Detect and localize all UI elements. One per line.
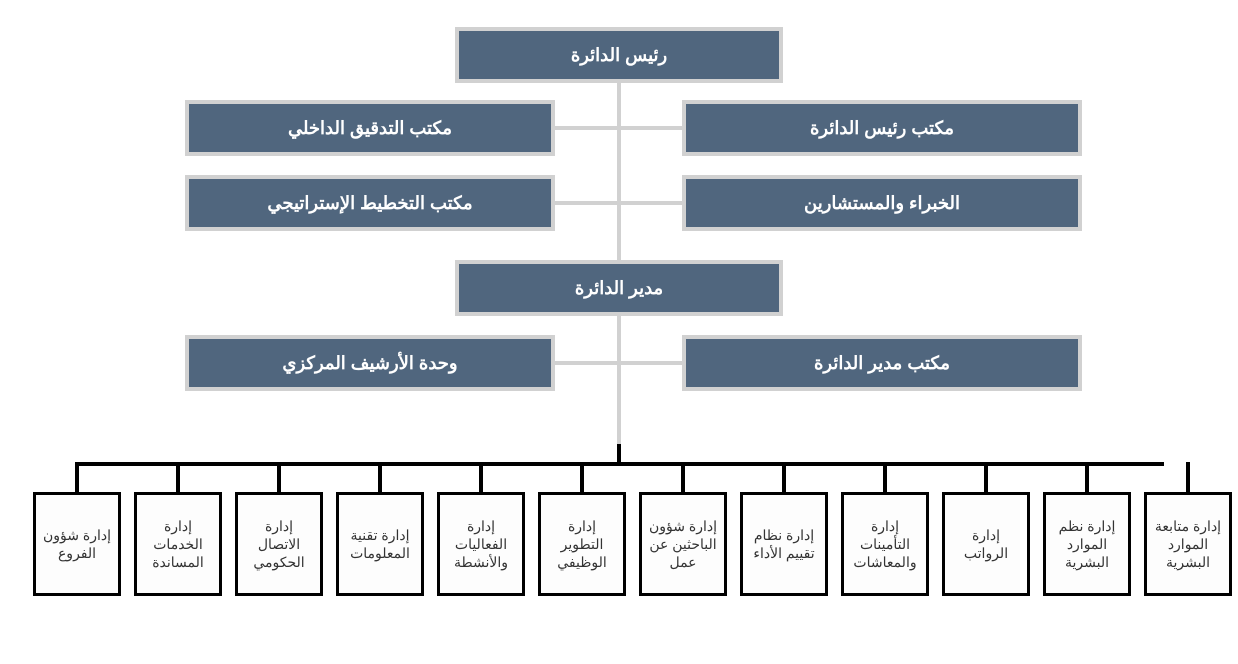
node-mid-label: مدير الدائرة (575, 278, 663, 299)
leaf-node: إدارة الخدمات المساندة (134, 492, 222, 596)
leaf-node: إدارة الفعاليات والأنشطة (437, 492, 525, 596)
leaf-label: إدارة تقنية المعلومات (345, 526, 415, 562)
conn-leaf-drop (883, 462, 887, 492)
leaf-node: إدارة نظام تقييم الأداء (740, 492, 828, 596)
conn-leaf-drop (580, 462, 584, 492)
node-l1-left-label: مكتب التدقيق الداخلي (288, 118, 452, 139)
leaf-node: إدارة شؤون الفروع (33, 492, 121, 596)
leaf-node: إدارة شؤون الباحثين عن عمل (639, 492, 727, 596)
leaf-label: إدارة الاتصال الحكومي (244, 517, 314, 572)
node-l3-right-label: مكتب مدير الدائرة (814, 353, 950, 374)
leaf-label: إدارة متابعة الموارد البشرية (1153, 517, 1223, 572)
conn-leaf-drop (782, 462, 786, 492)
node-l1-right-label: مكتب رئيس الدائرة (810, 118, 954, 139)
leaf-label: إدارة شؤون الباحثين عن عمل (648, 517, 718, 572)
conn-leaf-drop (75, 462, 79, 492)
leaf-label: إدارة نظم الموارد البشرية (1052, 517, 1122, 572)
conn-rail (75, 462, 1164, 466)
conn-leaf-drop (1186, 462, 1190, 492)
conn-l1-left (551, 126, 619, 130)
conn-leaf-drop (378, 462, 382, 492)
conn-leaf-drop (479, 462, 483, 492)
leaf-node: إدارة الرواتب (942, 492, 1030, 596)
conn-leaf-drop (277, 462, 281, 492)
node-l1-left: مكتب التدقيق الداخلي (185, 100, 555, 156)
conn-l3-left (551, 361, 619, 365)
node-l2-right: الخبراء والمستشارين (682, 175, 1082, 231)
conn-l1-right (619, 126, 686, 130)
node-root: رئيس الدائرة (455, 27, 783, 83)
conn-l3-right (619, 361, 686, 365)
conn-l2-right (619, 201, 686, 205)
node-root-label: رئيس الدائرة (571, 45, 667, 66)
node-l2-right-label: الخبراء والمستشارين (804, 193, 960, 214)
leaf-label: إدارة الفعاليات والأنشطة (446, 517, 516, 572)
conn-mid-down (617, 312, 621, 448)
conn-leaf-drop (1085, 462, 1089, 492)
leaf-label: إدارة التطوير الوظيفي (547, 517, 617, 572)
leaf-label: إدارة شؤون الفروع (42, 526, 112, 562)
leaf-label: إدارة الرواتب (951, 526, 1021, 562)
leaf-node: إدارة الاتصال الحكومي (235, 492, 323, 596)
leaf-label: إدارة التأمينات والمعاشات (850, 517, 920, 572)
conn-l2-left (551, 201, 619, 205)
conn-leaf-drop (681, 462, 685, 492)
node-mid: مدير الدائرة (455, 260, 783, 316)
conn-leaf-drop (984, 462, 988, 492)
leaf-node: إدارة نظم الموارد البشرية (1043, 492, 1131, 596)
conn-leaf-drop (176, 462, 180, 492)
node-l2-left-label: مكتب التخطيط الإستراتيجي (267, 193, 472, 214)
leaf-node: إدارة التأمينات والمعاشات (841, 492, 929, 596)
leaf-label: إدارة الخدمات المساندة (143, 517, 213, 572)
conn-spine-black (617, 444, 621, 464)
node-l3-left: وحدة الأرشيف المركزي (185, 335, 555, 391)
leaf-node: إدارة تقنية المعلومات (336, 492, 424, 596)
leaf-node: إدارة التطوير الوظيفي (538, 492, 626, 596)
conn-root-to-mid (617, 79, 621, 264)
node-l3-right: مكتب مدير الدائرة (682, 335, 1082, 391)
node-l1-right: مكتب رئيس الدائرة (682, 100, 1082, 156)
leaf-label: إدارة نظام تقييم الأداء (749, 526, 819, 562)
node-l3-left-label: وحدة الأرشيف المركزي (282, 353, 457, 374)
node-l2-left: مكتب التخطيط الإستراتيجي (185, 175, 555, 231)
leaf-node: إدارة متابعة الموارد البشرية (1144, 492, 1232, 596)
